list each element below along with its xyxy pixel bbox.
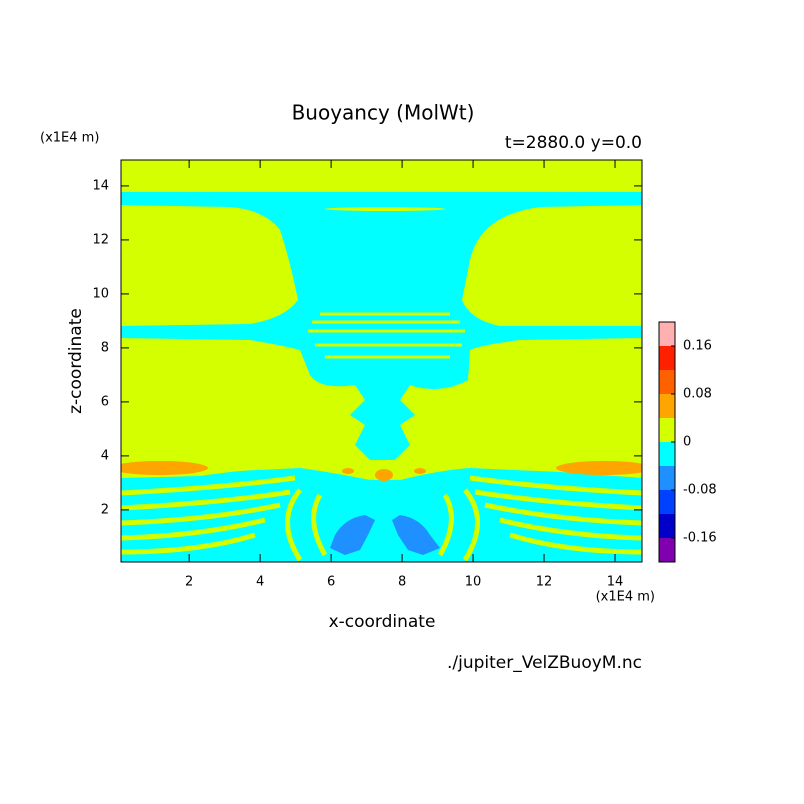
x-tick-label: 8	[398, 575, 406, 590]
contour-region	[308, 312, 465, 359]
y-tick-label: 8	[101, 340, 109, 355]
x-axis-label: x-coordinate	[329, 612, 436, 632]
contour-region	[375, 469, 393, 481]
x-tick-label: 6	[327, 575, 335, 590]
x-tick-label: 2	[185, 575, 193, 590]
colorbar-tick-label: 0	[683, 435, 691, 450]
source-file: ./jupiter_VelZBuoyM.nc	[447, 653, 642, 673]
contour-region	[121, 475, 642, 562]
x-unit: (x1E4 m)	[596, 590, 655, 605]
contour-region	[342, 468, 354, 474]
y-axis-label: z-coordinate	[66, 308, 86, 414]
chart-title: Buoyancy (MolWt)	[292, 101, 475, 125]
colorbar-tick-label: -0.08	[683, 483, 717, 498]
colorbar-swatch	[659, 490, 675, 514]
contour-region	[325, 207, 445, 211]
contour-region	[121, 461, 208, 475]
plot-frame	[120, 159, 643, 563]
x-tick-label: 10	[465, 575, 482, 590]
y-tick-label: 6	[101, 394, 109, 409]
x-tick-label: 4	[256, 575, 264, 590]
colorbar-tick-label: -0.16	[683, 531, 717, 546]
contour-region	[121, 192, 642, 460]
y-tick-label: 4	[101, 448, 109, 463]
y-tick-label: 12	[92, 232, 109, 247]
contour-field	[121, 160, 642, 562]
colorbar-tick-label: 0.08	[683, 387, 712, 402]
y-tick-label: 10	[92, 286, 109, 301]
contour-region	[556, 461, 642, 475]
colorbar-swatch	[659, 394, 675, 418]
x-tick-label: 14	[607, 575, 624, 590]
contour-region	[414, 468, 426, 474]
colorbar-tick-label: 0.16	[683, 339, 712, 354]
x-tick-label: 12	[536, 575, 553, 590]
colorbar-swatch	[659, 466, 675, 490]
colorbar-swatch	[659, 538, 675, 562]
colorbar-swatch	[659, 442, 675, 466]
colorbar-swatch	[659, 346, 675, 370]
contour-region	[330, 515, 440, 555]
y-tick-label: 2	[101, 502, 109, 517]
colorbar-swatch	[659, 514, 675, 538]
colorbar-swatch	[659, 370, 675, 394]
colorbar-swatch	[659, 418, 675, 442]
y-unit: (x1E4 m)	[40, 131, 99, 146]
colorbar-swatch	[659, 322, 675, 346]
y-tick-label: 14	[92, 178, 109, 193]
chart-subtitle: t=2880.0 y=0.0	[505, 133, 642, 153]
